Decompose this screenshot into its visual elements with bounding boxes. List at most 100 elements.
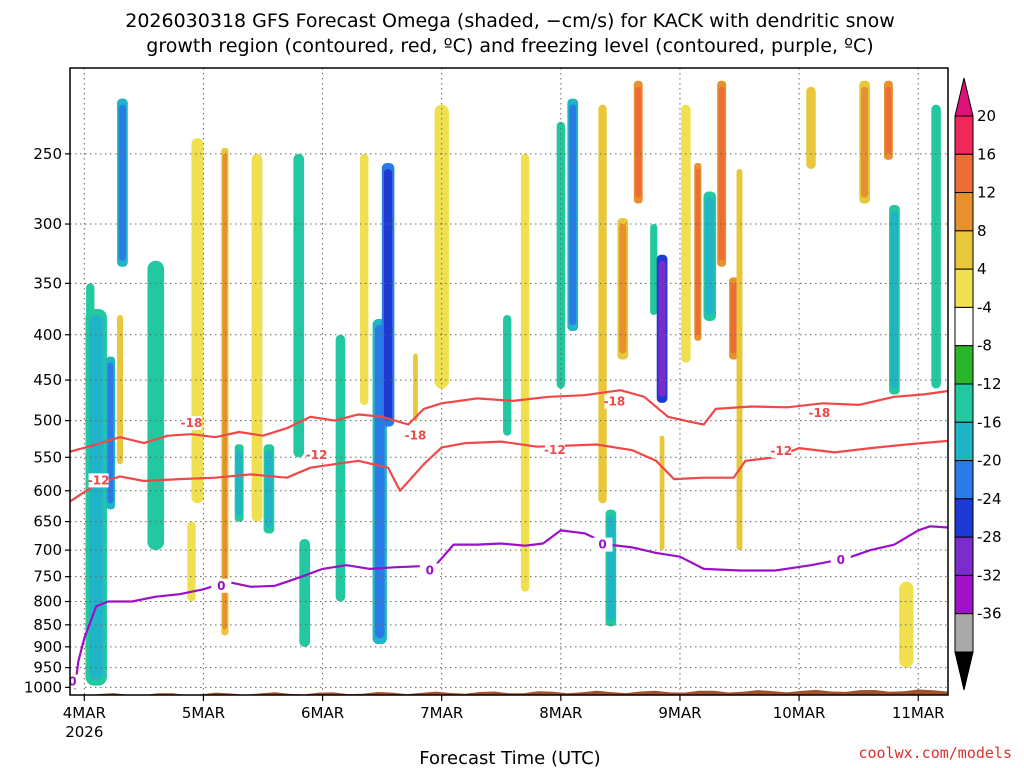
omega-feature-6	[191, 138, 204, 504]
colorbar-label-2: 12	[977, 184, 996, 202]
omega-feature-12	[335, 334, 346, 602]
contour-line-0	[70, 389, 948, 453]
omega-feature-8	[236, 450, 243, 516]
colorbar-band-7	[954, 383, 974, 423]
y-tick-label-800: 800	[33, 593, 62, 611]
omega-feature-23	[607, 515, 615, 621]
x-tick-label-7MAR: 7MAR	[420, 704, 463, 722]
omega-feature-4	[117, 315, 124, 465]
x-tick-label-8MAR: 8MAR	[539, 704, 582, 722]
contour-label-1-2: -12	[544, 443, 566, 457]
omega-feature-29	[681, 104, 691, 363]
contour-label-bg-1-2	[544, 443, 565, 458]
omega-feature-11	[293, 153, 305, 458]
colorbar-label-12: -32	[977, 566, 1002, 584]
omega-feature-7	[222, 153, 228, 630]
omega-feature-25	[635, 86, 642, 198]
y-tick-label-450: 450	[33, 371, 62, 389]
y-tick-label-550: 550	[33, 448, 62, 466]
contour-label-0-0: -18	[181, 416, 203, 430]
y-tick-label-1000: 1000	[24, 678, 62, 696]
omega-feature-39	[931, 104, 941, 389]
contour-label-bg-0-2	[604, 394, 625, 409]
colorbar-label-1: 16	[977, 145, 996, 163]
omega-feature-31	[705, 197, 714, 316]
colorbar-band-9	[954, 460, 974, 500]
y-tick-label-950: 950	[33, 659, 62, 677]
colorbar-label-5: -4	[977, 298, 992, 316]
contour-label-bg-2-0	[70, 674, 83, 689]
chart-title-line-2: growth region (contoured, red, ºC) and f…	[146, 35, 873, 57]
colorbar-label-4: 4	[977, 260, 987, 278]
colorbar-band-2	[954, 192, 974, 232]
x-tick-label-11MAR: 11MAR	[892, 704, 945, 722]
chart-title-line-1: 2026030318 GFS Forecast Omega (shaded, −…	[125, 10, 895, 32]
contour-layer: -18 -18 -18 -18 -12 -12 -12 -12 0 0 0 0 0	[68, 389, 948, 690]
colorbar-band-4	[954, 268, 974, 308]
omega-feature-41	[299, 538, 311, 647]
omega-feature-10	[265, 450, 273, 528]
colorbar-bottom-cap	[954, 651, 974, 691]
contour-label-1-1: -12	[306, 448, 328, 462]
omega-feature-24	[619, 224, 627, 354]
contour-label-bg-2-3	[592, 537, 613, 552]
y-tick-label-350: 350	[33, 274, 62, 292]
contour-label-2-2: 0	[426, 563, 434, 577]
omega-feature-16	[413, 353, 418, 421]
contour-label-bg-2-4	[830, 552, 851, 567]
omega-feature-17	[434, 104, 449, 389]
omega-feature-5	[147, 260, 165, 551]
y-axis-ticks: 250 300 350 400 450 500 550 600 650 700 750 800 850 9…	[24, 145, 70, 696]
colorbar-band-12	[954, 574, 974, 615]
contour-label-bg-2-2	[419, 563, 440, 578]
contour-line-2	[73, 525, 948, 690]
y-tick-label-400: 400	[33, 326, 62, 344]
y-tick-label-850: 850	[33, 616, 62, 634]
credit-text: coolwx.com/models	[858, 744, 1012, 762]
colorbar-label-7: -12	[977, 375, 1002, 393]
contour-label-1-3: -12	[770, 444, 792, 458]
terrain-strip	[70, 689, 948, 695]
colorbar-band-5	[954, 306, 974, 347]
contour-label-1-0: -12	[88, 473, 110, 487]
x-axis-label: Forecast Time (UTC)	[419, 748, 600, 768]
colorbar-top-cap	[954, 77, 974, 117]
colorbar-band-10	[954, 498, 974, 538]
contour-label-bg-1-0	[88, 473, 109, 488]
omega-feature-34	[736, 168, 743, 551]
colorbar-label-3: 8	[977, 222, 987, 240]
omega-feature-37	[885, 86, 892, 154]
y-tick-label-500: 500	[33, 412, 62, 430]
omega-feature-32	[718, 86, 725, 261]
contour-label-bg-0-1	[405, 428, 426, 443]
y-tick-label-300: 300	[33, 215, 62, 233]
x-tick-label-5MAR: 5MAR	[182, 704, 225, 722]
contour-label-0-3: -18	[808, 406, 830, 420]
contour-label-2-0: 0	[68, 675, 76, 689]
omega-feature-33	[730, 283, 737, 354]
colorbar-label-10: -24	[977, 490, 1002, 508]
omega-feature-19	[520, 153, 530, 592]
contour-label-bg-0-3	[809, 405, 830, 420]
y-tick-label-900: 900	[33, 638, 62, 656]
y-tick-label-650: 650	[33, 513, 62, 531]
colorbar-band-11	[954, 536, 974, 576]
x-tick-label-4MAR: 4MAR	[63, 704, 106, 722]
omega-feature-22	[598, 104, 607, 504]
colorbar-band-3	[954, 230, 974, 270]
x-tick-label-9MAR: 9MAR	[658, 704, 701, 722]
x-tick-label-10MAR: 10MAR	[773, 704, 826, 722]
contour-line-1	[70, 439, 948, 503]
omega-feature-15	[383, 168, 393, 421]
y-tick-label-750: 750	[33, 568, 62, 586]
colorbar-label-0: 20	[977, 107, 996, 125]
colorbar: 20 16 12 8 4 -4 -8 -12 -16 -20 -24 -28 -32 -36	[954, 77, 1002, 691]
omega-feature-20	[556, 121, 565, 389]
contour-label-2-1: 0	[217, 579, 225, 593]
contour-label-bg-2-1	[211, 578, 232, 593]
colorbar-band-0	[954, 115, 974, 155]
contour-label-bg-1-1	[306, 448, 327, 463]
omega-feature-27	[658, 260, 666, 397]
colorbar-label-11: -28	[977, 528, 1002, 546]
